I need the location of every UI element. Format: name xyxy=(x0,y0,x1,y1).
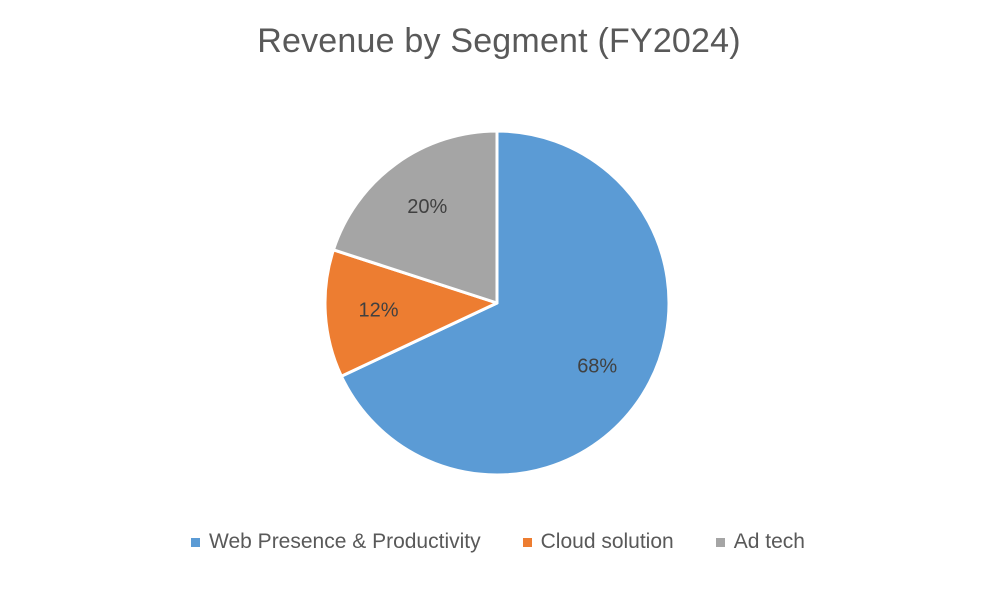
data-label: 20% xyxy=(407,196,447,218)
legend-label: Ad tech xyxy=(733,530,805,553)
legend-swatch xyxy=(191,537,201,547)
legend: Web Presence & Productivity Cloud soluti… xyxy=(0,530,998,554)
pie-slice-web-presence-productivity xyxy=(339,129,671,477)
pie-slice-cloud-solution xyxy=(323,248,499,378)
data-label: 12% xyxy=(359,299,399,321)
legend-label: Web Presence & Productivity xyxy=(209,530,481,553)
data-label: 68% xyxy=(577,356,617,378)
legend-item-ad-tech: Ad tech xyxy=(715,530,805,554)
legend-label: Cloud solution xyxy=(540,530,674,553)
legend-swatch xyxy=(522,537,532,547)
pie-slice-ad-tech xyxy=(331,129,499,305)
legend-item-web-presence: Web Presence & Productivity xyxy=(191,530,481,554)
legend-swatch xyxy=(715,537,725,547)
legend-item-cloud-solution: Cloud solution xyxy=(522,530,674,554)
chart-title: Revenue by Segment (FY2024) xyxy=(257,22,741,60)
